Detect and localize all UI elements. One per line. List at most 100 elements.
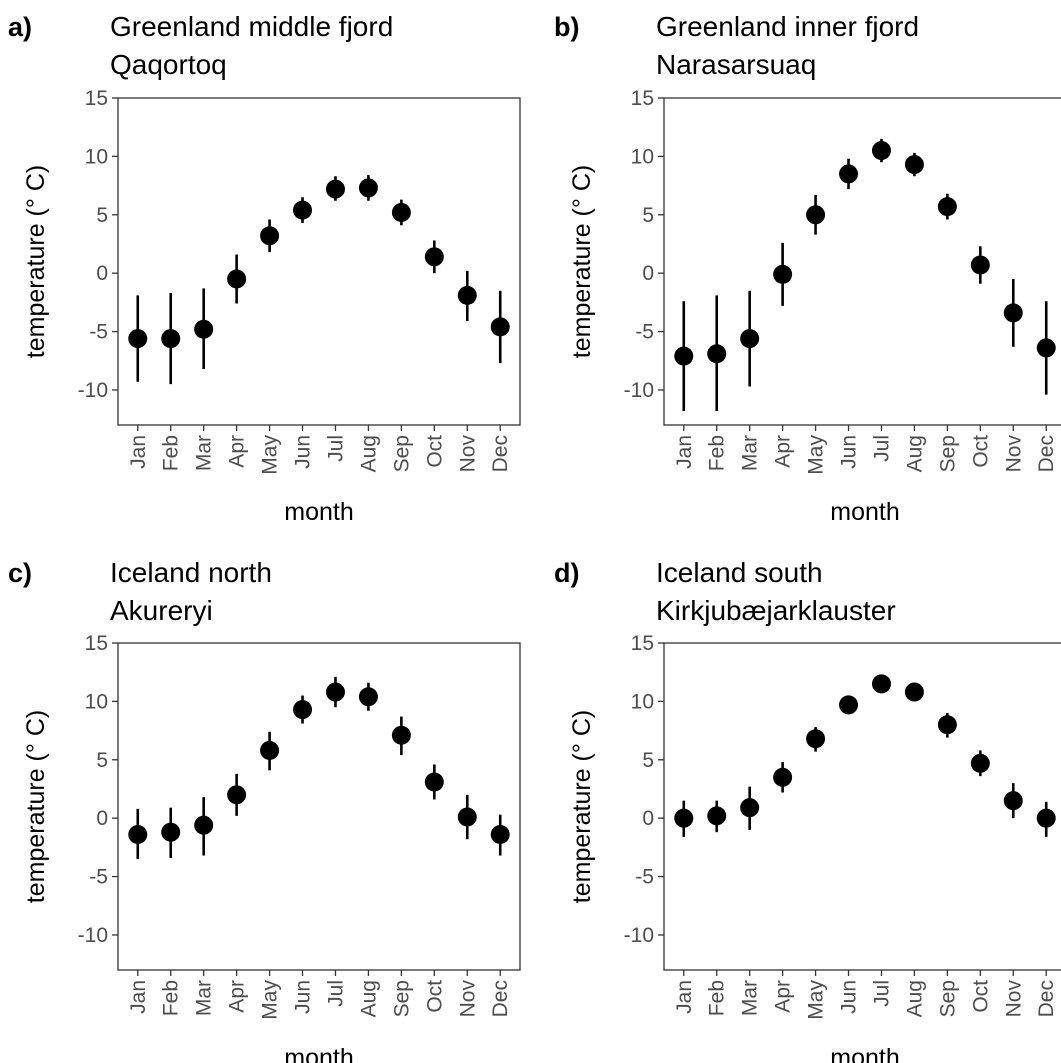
x-tick-label: Mar [739, 980, 762, 1016]
data-point [424, 247, 444, 267]
x-tick-label: Jul [324, 980, 347, 1007]
data-point [707, 806, 727, 826]
plot-border [117, 642, 521, 971]
y-tick-label: 10 [85, 145, 108, 168]
x-tick-label: May [805, 435, 828, 475]
x-tick-label: Apr [226, 435, 249, 468]
x-tick-label: Jan [127, 980, 150, 1014]
x-tick-label: May [259, 435, 282, 475]
x-tick-label: Jul [870, 980, 893, 1007]
data-point [457, 807, 477, 827]
x-axis-label: month [830, 1044, 899, 1063]
x-tick-label: May [259, 980, 282, 1020]
y-tick-label: 5 [642, 204, 654, 227]
y-tick-label: 0 [96, 262, 108, 285]
data-point [128, 329, 148, 349]
data-point [161, 822, 181, 842]
x-tick-label: Apr [772, 980, 795, 1013]
data-point [260, 226, 280, 246]
data-point [227, 269, 247, 289]
x-tick-label: Feb [160, 435, 183, 471]
y-tick-label: 10 [631, 145, 654, 168]
data-point [740, 329, 760, 349]
data-point [904, 155, 924, 175]
data-point [970, 255, 990, 275]
x-tick-label: Mar [739, 435, 762, 471]
x-tick-label: Feb [706, 435, 729, 471]
data-point [325, 179, 345, 199]
y-tick-label: 0 [96, 807, 108, 830]
data-point [161, 329, 181, 349]
x-tick-label: Jun [838, 980, 861, 1014]
x-tick-label: Dec [1035, 435, 1058, 472]
x-tick-label: Aug [357, 980, 380, 1017]
data-point [490, 317, 510, 337]
data-point [871, 674, 891, 694]
y-tick-label: 5 [96, 749, 108, 772]
data-point [773, 767, 793, 787]
x-tick-label: May [805, 980, 828, 1020]
data-point [740, 798, 760, 818]
x-tick-label: Jan [127, 435, 150, 469]
x-tick-label: Jun [292, 435, 315, 469]
chart-subtitle: Qaqortoq [110, 49, 227, 80]
panel-label: c) [8, 558, 32, 588]
data-point [937, 715, 957, 735]
data-point [806, 729, 826, 749]
y-tick-label: 10 [631, 690, 654, 713]
data-point [839, 695, 859, 715]
data-point [707, 344, 727, 364]
y-tick-label: 15 [85, 632, 108, 655]
x-axis-label: month [830, 498, 899, 526]
x-tick-label: Jul [324, 435, 347, 462]
data-point [1003, 791, 1023, 811]
x-tick-label: Sep [390, 980, 413, 1017]
y-tick-label: 10 [85, 690, 108, 713]
x-tick-label: Sep [936, 435, 959, 472]
plot-border [117, 97, 521, 426]
y-tick-label: -10 [78, 924, 108, 947]
y-tick-label: -10 [624, 924, 654, 947]
data-point [194, 815, 214, 835]
data-point [1036, 338, 1056, 358]
data-point [674, 346, 694, 366]
data-point [358, 178, 378, 198]
x-tick-label: Jul [870, 435, 893, 462]
data-point [227, 785, 247, 805]
x-tick-label: Feb [706, 980, 729, 1016]
x-tick-label: Mar [193, 435, 216, 471]
data-point [839, 164, 859, 184]
x-tick-label: Oct [969, 435, 992, 468]
x-tick-label: Jan [673, 435, 696, 469]
x-tick-label: Aug [903, 435, 926, 472]
x-tick-label: Apr [772, 435, 795, 468]
x-tick-label: Apr [226, 980, 249, 1013]
y-tick-label: 0 [642, 807, 654, 830]
x-tick-label: Nov [1002, 980, 1025, 1018]
x-tick-label: Jun [838, 435, 861, 469]
data-point [293, 200, 313, 220]
x-tick-label: Oct [423, 435, 446, 468]
x-tick-label: Mar [193, 980, 216, 1016]
y-tick-label: -10 [624, 379, 654, 402]
panel-label: d) [554, 558, 579, 588]
data-point [424, 772, 444, 792]
y-tick-label: 0 [642, 262, 654, 285]
data-point [1036, 808, 1056, 828]
data-point [970, 753, 990, 773]
x-tick-label: Dec [489, 980, 512, 1017]
data-point [325, 682, 345, 702]
y-tick-label: -5 [635, 866, 654, 889]
data-point [871, 141, 891, 161]
data-point [260, 740, 280, 760]
x-tick-label: Oct [969, 980, 992, 1013]
data-point [391, 725, 411, 745]
data-point [674, 808, 694, 828]
y-tick-label: 15 [631, 632, 654, 655]
chart-title: Greenland inner fjord [656, 11, 919, 42]
x-tick-label: Nov [456, 435, 479, 473]
